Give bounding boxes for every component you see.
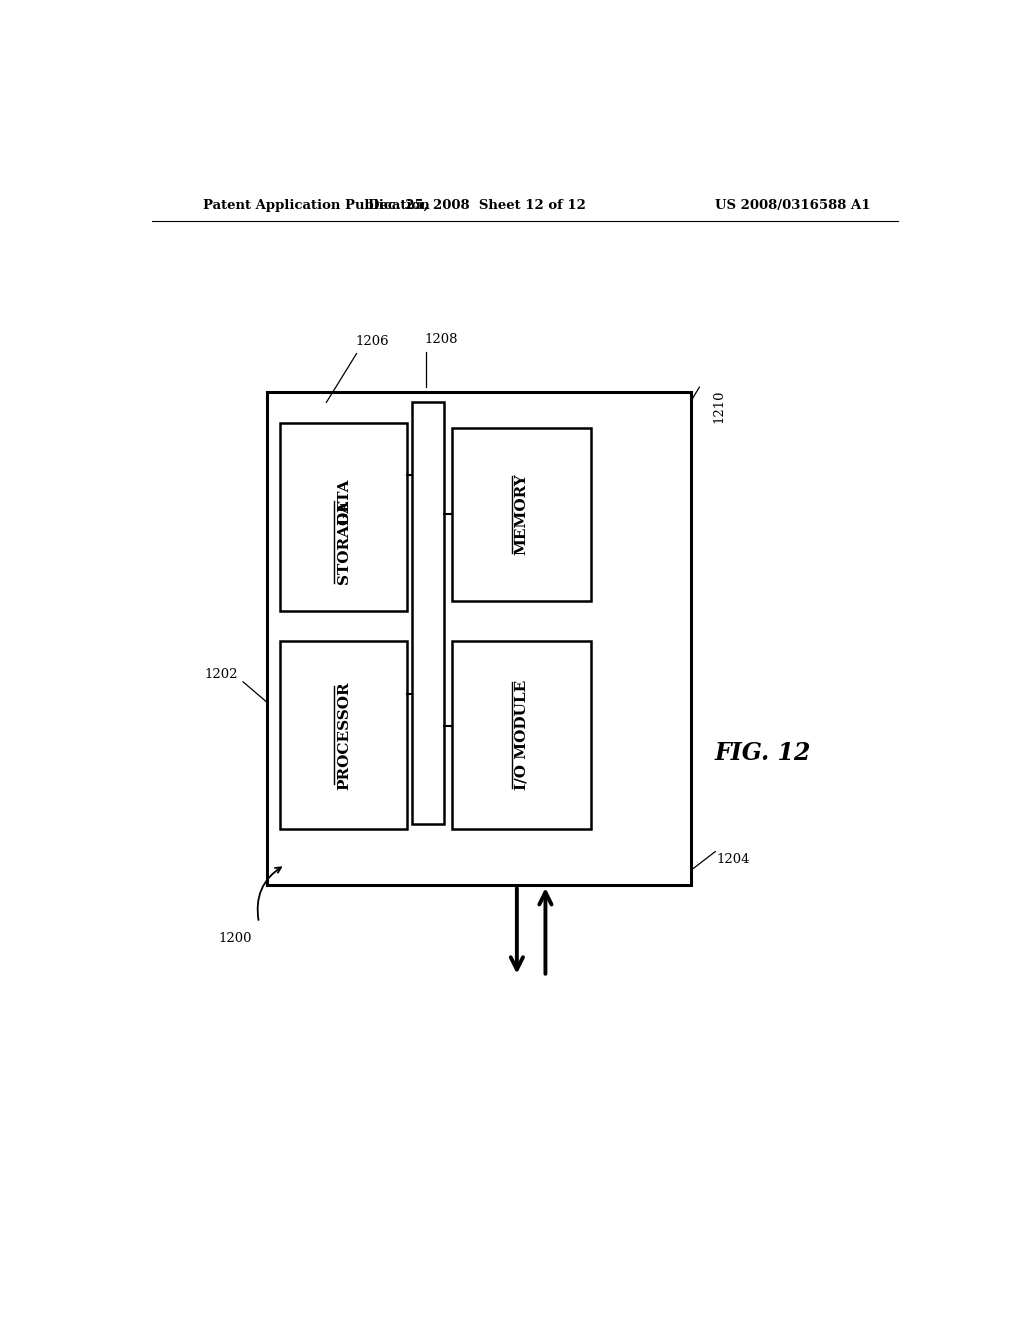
Text: US 2008/0316588 A1: US 2008/0316588 A1 [715,198,870,211]
Text: 1208: 1208 [425,333,458,346]
Text: MEMORY: MEMORY [514,474,528,554]
Text: 1200: 1200 [218,932,252,945]
Text: FIG. 12: FIG. 12 [715,741,811,766]
Text: Dec. 25, 2008  Sheet 12 of 12: Dec. 25, 2008 Sheet 12 of 12 [369,198,586,211]
Text: 1206: 1206 [355,335,389,348]
Text: 1204: 1204 [717,853,751,866]
Bar [281,422,408,611]
Text: STORAGE: STORAGE [337,500,351,585]
Bar [452,428,591,601]
Text: PROCESSOR: PROCESSOR [337,681,351,789]
Bar [281,642,408,829]
Text: I/O MODULE: I/O MODULE [514,680,528,791]
Bar [267,392,691,886]
Bar [412,403,443,824]
Text: 1202: 1202 [205,668,239,681]
Text: Patent Application Publication: Patent Application Publication [204,198,430,211]
Text: 1210: 1210 [713,389,726,424]
Bar [452,642,591,829]
Text: DATA: DATA [337,478,351,524]
